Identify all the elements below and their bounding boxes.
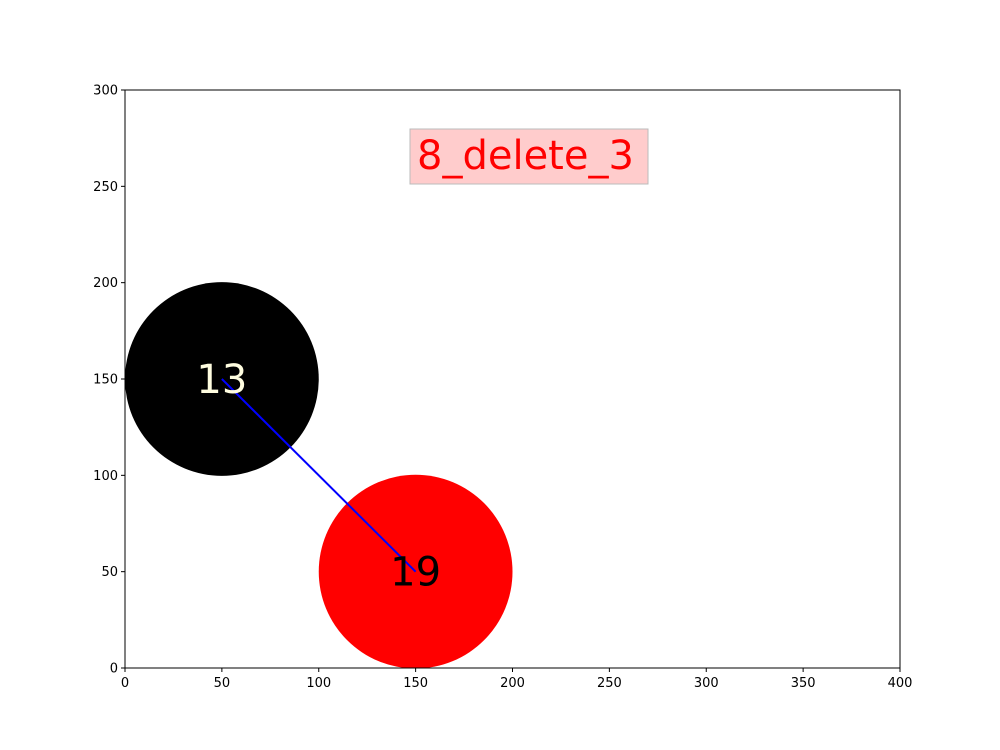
edge-node-13-node-19 — [221, 378, 417, 573]
title-box: 8_delete_3 — [409, 128, 649, 185]
y-tick-label: 150 — [93, 373, 118, 388]
y-axis: 0 50 100 150 200 250 300 — [93, 84, 125, 677]
y-tick-label: 50 — [101, 565, 118, 580]
y-tick-label: 100 — [93, 469, 118, 484]
y-tick-label: 250 — [93, 180, 118, 195]
node-19-label: 19 — [390, 550, 441, 596]
edges-layer — [221, 378, 417, 573]
x-tick-label: 100 — [306, 676, 331, 691]
labels-layer: 13 19 — [196, 357, 441, 596]
plot-area: 13 19 — [125, 282, 513, 668]
node-13-label: 13 — [196, 357, 247, 403]
y-tick-label: 200 — [93, 276, 118, 291]
x-tick-label: 300 — [694, 676, 719, 691]
y-tick-label: 300 — [93, 84, 118, 99]
x-tick-label: 350 — [791, 676, 816, 691]
x-tick-label: 0 — [121, 676, 129, 691]
title-background — [409, 128, 649, 185]
y-tick-label: 0 — [110, 662, 118, 677]
x-tick-label: 200 — [500, 676, 525, 691]
x-axis: 0 50 100 150 200 250 300 350 400 — [121, 668, 913, 691]
x-tick-label: 250 — [597, 676, 622, 691]
x-tick-label: 400 — [888, 676, 913, 691]
title-text: 8_delete_3 — [417, 133, 634, 179]
x-tick-label: 150 — [403, 676, 428, 691]
x-tick-label: 50 — [214, 676, 231, 691]
